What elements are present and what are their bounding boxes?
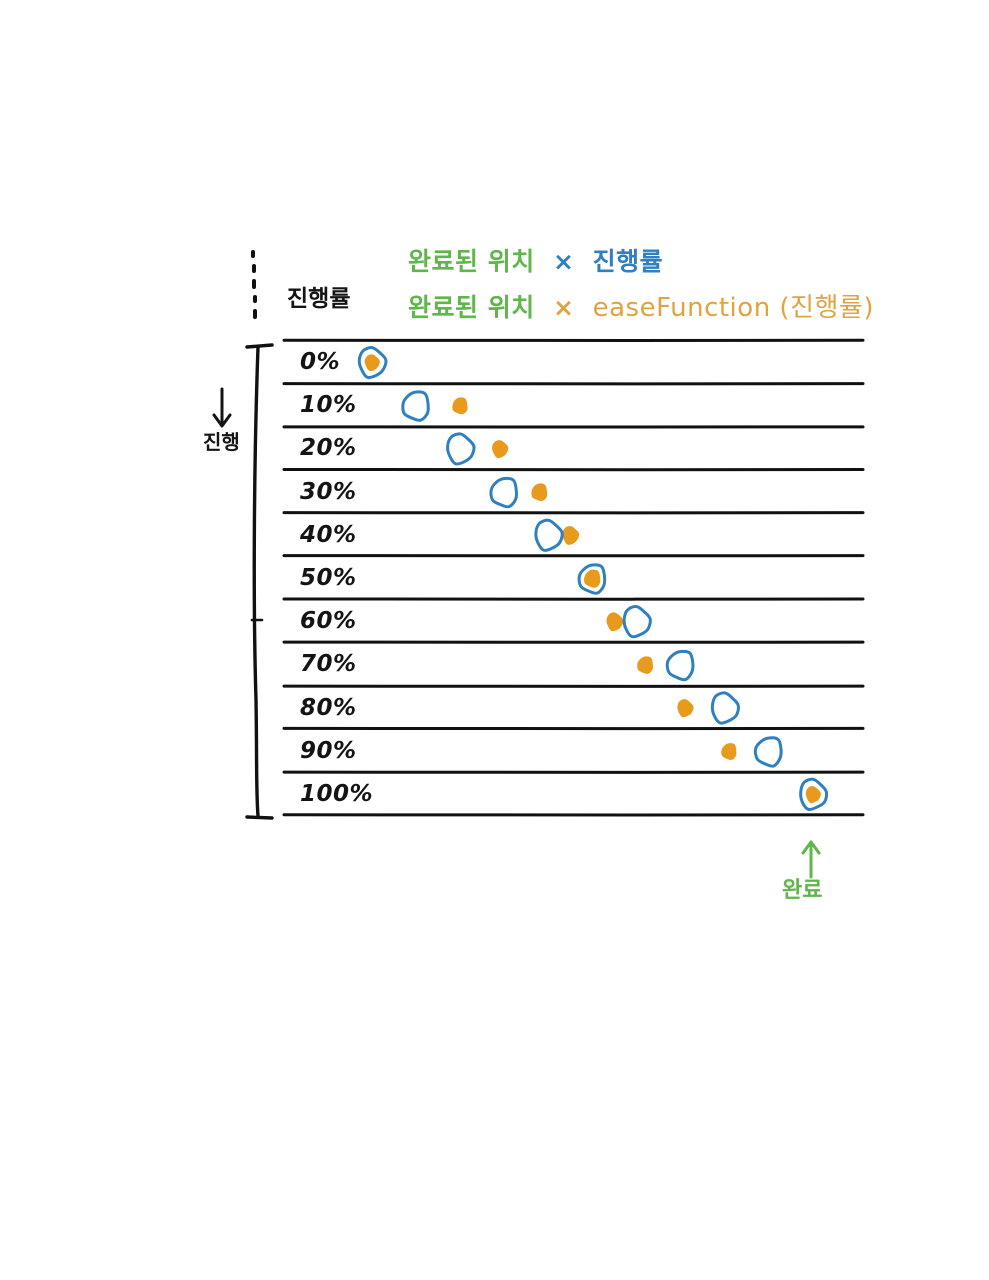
column-header-progress: 진행률 xyxy=(287,288,350,311)
eased-marker xyxy=(678,700,693,717)
footer-label-complete: 완료 xyxy=(782,880,822,902)
linear-marker xyxy=(624,607,650,637)
eased-marker xyxy=(722,744,736,759)
row-label: 40% xyxy=(300,524,357,547)
row-label: 0% xyxy=(300,351,340,374)
markers-layer xyxy=(0,0,989,1280)
title-linear-term1: 완료된 위치 xyxy=(408,249,535,274)
eased-marker xyxy=(365,355,379,370)
figure-canvas: 완료된 위치 × 진행률 완료된 위치 × easeFunction (진행률)… xyxy=(0,0,989,1280)
title-line-eased: 완료된 위치 × easeFunction (진행률) xyxy=(408,295,874,321)
title-eased-term1: 완료된 위치 xyxy=(408,295,535,320)
eased-marker xyxy=(807,787,821,802)
title-eased-operator: × xyxy=(553,295,574,320)
eased-marker xyxy=(532,484,546,500)
title-linear-operator: × xyxy=(553,249,574,274)
linear-marker xyxy=(712,693,738,723)
title-linear-term2: 진행률 xyxy=(593,249,664,274)
linear-marker xyxy=(403,392,429,420)
linear-marker xyxy=(448,434,474,464)
linear-marker xyxy=(491,478,517,506)
eased-marker xyxy=(563,527,578,544)
row-label: 10% xyxy=(300,394,357,417)
title-line-linear: 완료된 위치 × 진행률 xyxy=(408,249,663,274)
row-label: 20% xyxy=(300,437,357,460)
linear-marker xyxy=(755,738,781,766)
eased-marker xyxy=(585,570,600,587)
title-eased-term2: easeFunction (진행률) xyxy=(593,295,874,321)
eased-marker xyxy=(453,398,467,413)
eased-marker xyxy=(638,657,652,673)
eased-marker xyxy=(493,441,508,457)
row-label: 80% xyxy=(300,697,357,720)
eased-marker xyxy=(607,613,622,630)
row-label: 50% xyxy=(300,567,357,590)
axis-label-progress: 진행 xyxy=(203,432,240,452)
row-label: 90% xyxy=(300,740,357,763)
row-label: 70% xyxy=(300,653,357,676)
row-label: 30% xyxy=(300,481,357,504)
linear-marker xyxy=(536,520,562,550)
linear-marker xyxy=(667,651,693,679)
row-label: 100% xyxy=(300,783,373,806)
row-label: 60% xyxy=(300,610,357,633)
